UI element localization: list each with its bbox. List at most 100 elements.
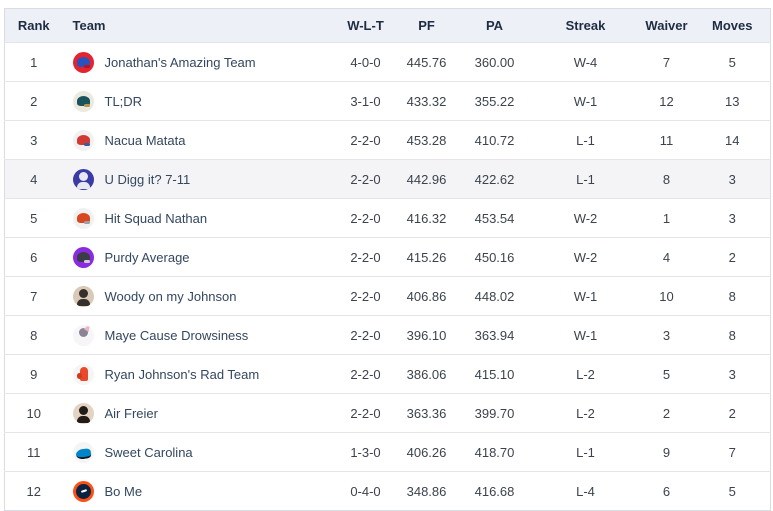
pa-cell: 415.10 (456, 354, 533, 394)
team-cell: Sweet Carolina (62, 432, 335, 472)
team-name-link[interactable]: Bo Me (104, 483, 143, 499)
team-cell: Woody on my Johnson (62, 276, 335, 316)
pa-cell: 355.22 (456, 81, 533, 121)
wlt-cell: 2-2-0 (334, 315, 397, 355)
pa-cell: 418.70 (456, 432, 533, 472)
table-row: 12 Bo Me 0-4-0 348.86 416.68 L-4 6 5 (4, 471, 771, 511)
moves-cell: 3 (694, 354, 771, 394)
pa-cell: 416.68 (456, 471, 533, 511)
wlt-cell: 2-2-0 (334, 276, 397, 316)
team-name-link[interactable]: Maye Cause Drowsiness (104, 327, 249, 343)
pa-cell: 410.72 (456, 120, 533, 160)
team-name-link[interactable]: Purdy Average (104, 249, 190, 265)
waiver-cell: 11 (638, 120, 695, 160)
column-header-pa: PA (456, 8, 533, 43)
table-row: 10 Air Freier 2-2-0 363.36 399.70 L-2 2 … (4, 393, 771, 433)
wlt-cell: 2-2-0 (334, 354, 397, 394)
team-cell: Ryan Johnson's Rad Team (62, 354, 335, 394)
team-name-link[interactable]: Ryan Johnson's Rad Team (104, 366, 260, 382)
waiver-cell: 5 (638, 354, 695, 394)
moves-cell: 8 (694, 315, 771, 355)
team-name-link[interactable]: Air Freier (104, 405, 158, 421)
pa-cell: 399.70 (456, 393, 533, 433)
pa-cell: 363.94 (456, 315, 533, 355)
red-white-helmet-icon (72, 129, 94, 151)
team-cell: Bo Me (62, 471, 335, 511)
wlt-cell: 4-0-0 (350, 54, 381, 70)
team-cell: U Digg it? 7-11 (62, 159, 335, 199)
table-row: 1 Jonathan's Amazing Team 4-0-0 445.76 3… (5, 43, 771, 82)
column-header-rank: Rank (4, 8, 63, 43)
waiver-cell: 7 (662, 54, 671, 70)
table-row: 8 Maye Cause Drowsiness 2-2-0 396.10 363… (4, 315, 771, 355)
column-header-team: Team (62, 8, 335, 43)
moves-cell: 3 (694, 198, 771, 238)
waiver-cell: 2 (638, 393, 695, 433)
moves-cell: 7 (694, 432, 771, 472)
foam-finger-icon (72, 363, 94, 385)
column-header-pf: PF (396, 8, 457, 43)
moves-cell: 2 (694, 393, 771, 433)
pf-cell: 442.96 (396, 159, 457, 199)
rank-cell: 8 (4, 315, 63, 355)
waiver-cell: 3 (638, 315, 695, 355)
table-row: 3 Nacua Matata 2-2-0 453.28 410.72 L-1 1… (4, 120, 771, 160)
rank-cell: 10 (4, 393, 63, 433)
team-name-link[interactable]: Hit Squad Nathan (104, 210, 208, 226)
moves-cell: 3 (694, 159, 771, 199)
waiver-cell: 6 (638, 471, 695, 511)
table-row: 9 Ryan Johnson's Rad Team 2-2-0 386.06 4… (4, 354, 771, 394)
column-header-wlt: W-L-T (334, 8, 397, 43)
pf-cell: 453.28 (396, 120, 457, 160)
red-blue-helmet-icon (72, 51, 94, 73)
pf-cell: 416.32 (396, 198, 457, 238)
moves-cell: 13 (694, 81, 771, 121)
team-name-link[interactable]: U Digg it? 7-11 (104, 171, 191, 187)
rank-cell: 2 (4, 81, 63, 121)
column-header-streak: Streak (532, 8, 639, 43)
wlt-cell: 2-2-0 (334, 159, 397, 199)
streak-cell: W-1 (532, 276, 639, 316)
team-cell: TL;DR (62, 81, 335, 121)
team-cell: Purdy Average (62, 237, 335, 277)
team-cell: Jonathan's Amazing Team (63, 43, 335, 82)
streak-cell: L-1 (532, 120, 639, 160)
wlt-cell: 2-2-0 (334, 237, 397, 277)
pf-cell: 406.86 (396, 276, 457, 316)
team-cell: Hit Squad Nathan (62, 198, 335, 238)
streak-cell: W-2 (532, 237, 639, 277)
team-name-link[interactable]: Sweet Carolina (104, 444, 193, 460)
wlt-cell: 2-2-0 (334, 198, 397, 238)
streak-cell: L-1 (532, 159, 639, 199)
wlt-cell: 2-2-0 (334, 120, 397, 160)
table-row: 2 TL;DR 3-1-0 433.32 355.22 W-1 12 13 (4, 81, 771, 121)
rank-cell: 6 (4, 237, 63, 277)
moves-cell: 2 (694, 237, 771, 277)
team-name-link[interactable]: TL;DR (104, 93, 143, 109)
team-cell: Nacua Matata (62, 120, 335, 160)
vikings-player-icon (72, 168, 94, 190)
streak-cell: W-4 (573, 54, 598, 70)
manager-photo-icon (72, 402, 94, 424)
table-row: 6 Purdy Average 2-2-0 415.26 450.16 W-2 … (4, 237, 771, 277)
team-cell: Air Freier (62, 393, 335, 433)
orange-helmet-icon (72, 207, 94, 229)
rank-cell: 12 (4, 471, 63, 511)
moves-cell: 14 (694, 120, 771, 160)
waiver-cell: 9 (638, 432, 695, 472)
column-header-waiver: Waiver (638, 8, 695, 43)
standings-table-header: Rank Team W-L-T PF PA Streak Waiver Move… (4, 8, 771, 43)
moves-cell: 5 (694, 471, 771, 511)
broncos-logo-icon (72, 480, 94, 502)
pa-cell: 453.54 (456, 198, 533, 238)
streak-cell: W-2 (532, 198, 639, 238)
team-name-link[interactable]: Woody on my Johnson (104, 288, 237, 304)
team-name-link[interactable]: Jonathan's Amazing Team (104, 54, 256, 70)
table-row: 11 Sweet Carolina 1-3-0 406.26 418.70 L-… (4, 432, 771, 472)
pf-cell: 363.36 (396, 393, 457, 433)
wlt-cell: 0-4-0 (334, 471, 397, 511)
unicorn-icon (72, 324, 94, 346)
waiver-cell: 1 (638, 198, 695, 238)
team-name-link[interactable]: Nacua Matata (104, 132, 186, 148)
header-row: Rank Team W-L-T PF PA Streak Waiver Move… (4, 8, 771, 43)
